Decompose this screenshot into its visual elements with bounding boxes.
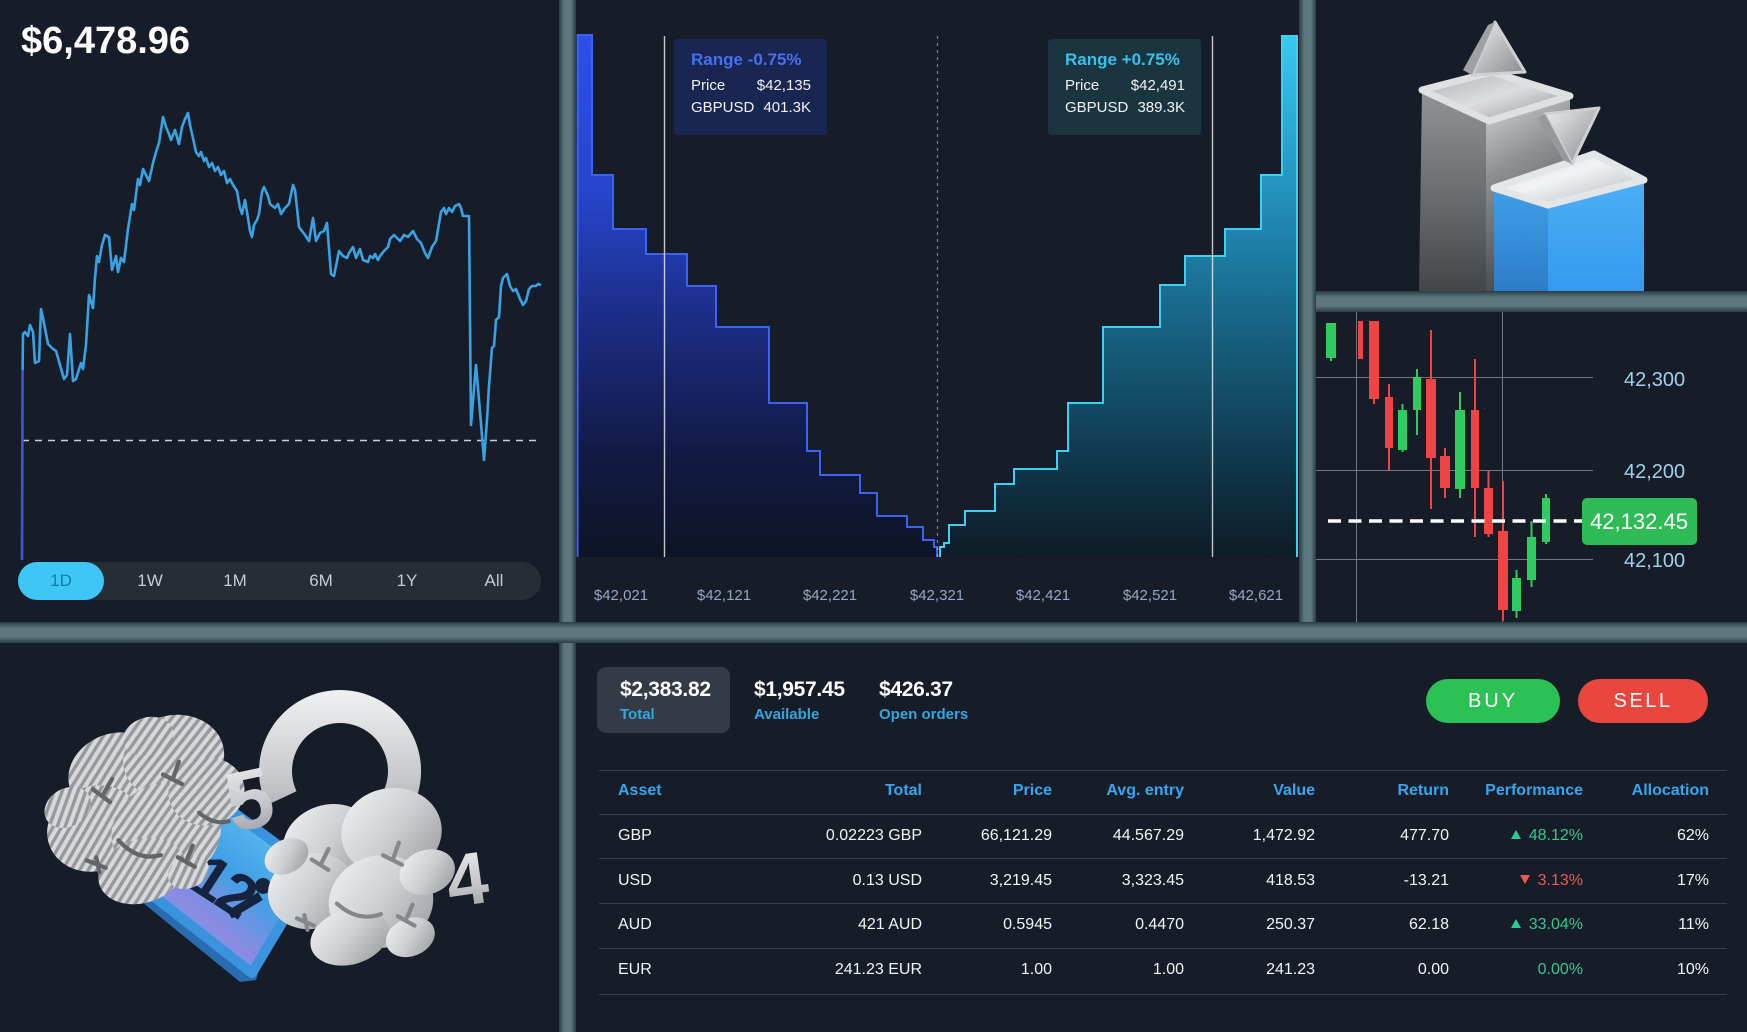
svg-text:42,100: 42,100 xyxy=(1624,550,1685,572)
svg-text:42,132.45: 42,132.45 xyxy=(1590,509,1688,534)
svg-text:4: 4 xyxy=(441,835,493,923)
svg-text:42,200: 42,200 xyxy=(1624,461,1685,483)
svg-text:42,300: 42,300 xyxy=(1624,369,1685,391)
